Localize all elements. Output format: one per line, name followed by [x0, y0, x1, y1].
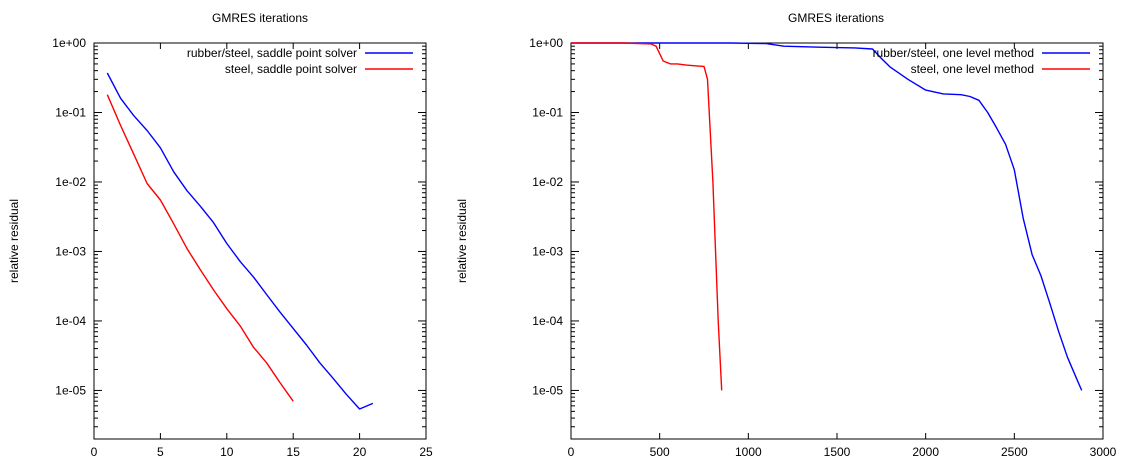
y-tick-label: 1e-01 [55, 105, 86, 119]
series-line-blue [571, 42, 1083, 391]
y-tick-label: 1e+00 [52, 36, 86, 50]
y-axis-label: relative residual [455, 199, 469, 283]
x-tick-label: 1500 [824, 445, 851, 459]
y-tick-label: 1e-01 [532, 105, 563, 119]
x-tick-label: 15 [287, 445, 301, 459]
y-axis-label: relative residual [7, 199, 21, 283]
x-tick-label: 500 [650, 445, 670, 459]
legend-label: steel, saddle point solver [225, 62, 357, 76]
y-tick-label: 1e-05 [532, 383, 563, 397]
y-tick-label: 1e-04 [55, 314, 86, 328]
y-tick-label: 1e-03 [55, 244, 86, 258]
x-tick-label: 25 [419, 445, 433, 459]
y-tick-label: 1e+00 [529, 36, 563, 50]
series-line-red [106, 94, 294, 402]
legend-label: steel, one level method [911, 62, 1034, 76]
legend-label: rubber/steel, one level method [873, 46, 1034, 60]
x-tick-label: 0 [91, 445, 98, 459]
y-tick-label: 1e-02 [55, 175, 86, 189]
chart-title: GMRES iterations [212, 11, 308, 25]
chart-title: GMRES iterations [788, 11, 884, 25]
right-chart-panel: GMRES iterations relative residual 0 500 1… [455, 11, 1117, 459]
y-tick-label: 1e-03 [532, 244, 563, 258]
x-tick-label: 2500 [1001, 445, 1028, 459]
plot-frame [570, 42, 1104, 440]
x-tick-label: 20 [353, 445, 367, 459]
x-tick-label: 5 [157, 445, 164, 459]
x-tick-label: 1000 [735, 445, 762, 459]
x-tick-label: 10 [220, 445, 234, 459]
x-tick-label: 0 [568, 445, 575, 459]
y-tick-label: 1e-05 [55, 383, 86, 397]
x-tick-label: 2000 [912, 445, 939, 459]
series-line-red [571, 42, 723, 391]
series-line-blue [106, 72, 374, 410]
x-tick-label: 3000 [1090, 445, 1117, 459]
legend-label: rubber/steel, saddle point solver [187, 46, 357, 60]
left-chart-panel: GMRES iterations relative residual 0 5 10 1… [7, 11, 433, 459]
plot-frame [93, 42, 427, 440]
y-tick-label: 1e-04 [532, 314, 563, 328]
y-tick-label: 1e-02 [532, 175, 563, 189]
